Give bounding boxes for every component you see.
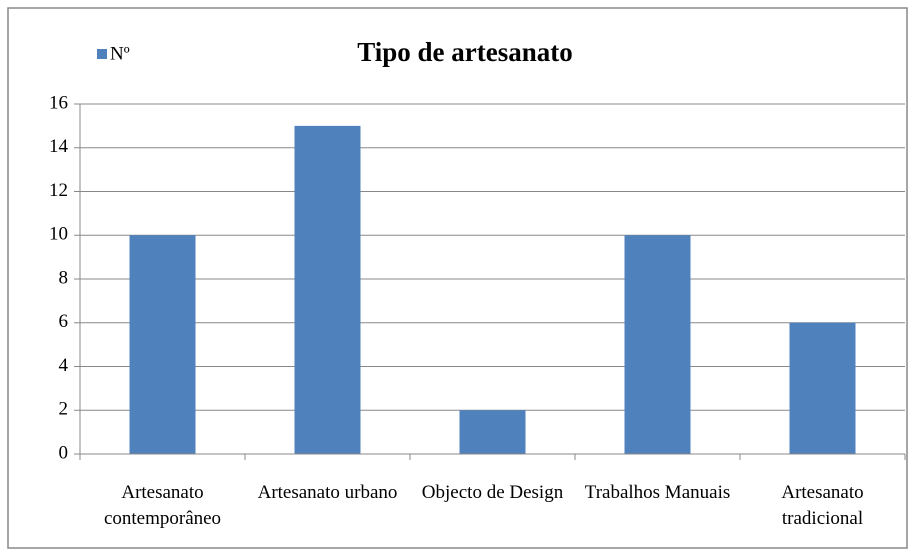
bar (129, 235, 196, 454)
y-tick-label: 4 (59, 355, 69, 376)
x-tick-label: Artesanato contemporâneo (103, 482, 222, 529)
bar (294, 125, 361, 454)
x-tick-label: Objecto de Design (421, 482, 564, 503)
y-tick-label: 10 (49, 224, 68, 245)
y-tick-label: 6 (59, 311, 69, 332)
legend-swatch (97, 49, 107, 59)
y-tick-label: 0 (59, 442, 69, 463)
x-tick-label: Artesanato tradicional (781, 482, 864, 529)
x-tick-label: Trabalhos Manuais (584, 482, 731, 503)
y-tick-label: 14 (49, 136, 69, 157)
bar (624, 235, 691, 454)
bar (789, 322, 856, 454)
legend-label: Nº (110, 43, 130, 64)
chart-title: Tipo de artesanato (357, 37, 573, 67)
bar (459, 410, 526, 454)
x-tick-label: Artesanato urbano (257, 482, 398, 503)
y-tick-label: 2 (59, 399, 69, 420)
y-tick-label: 8 (59, 267, 69, 288)
y-tick-label: 12 (49, 180, 68, 201)
y-tick-label: 16 (49, 92, 68, 113)
